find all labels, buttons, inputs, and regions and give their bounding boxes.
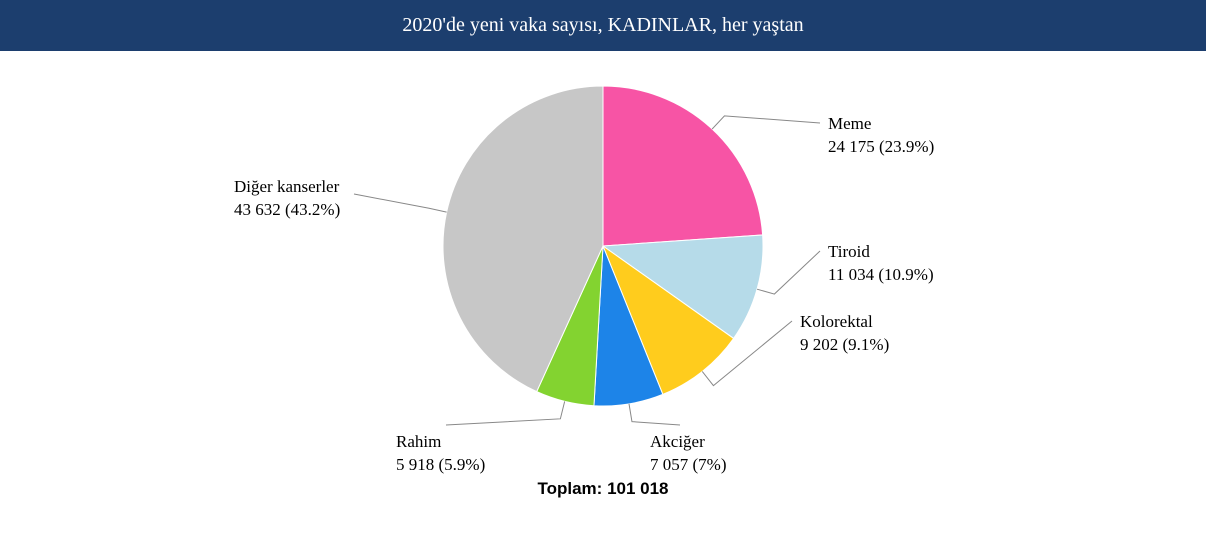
pie-svg	[443, 86, 763, 406]
pie-slice	[603, 86, 763, 246]
pie-label-name: Tiroid	[828, 241, 934, 264]
pie-label-value: 11 034 (10.9%)	[828, 264, 934, 287]
pie-label-value: 5 918 (5.9%)	[396, 454, 485, 477]
pie-label: Akciğer7 057 (7%)	[650, 431, 726, 477]
pie-label: Meme24 175 (23.9%)	[828, 113, 934, 159]
pie-label: Kolorektal9 202 (9.1%)	[800, 311, 889, 357]
pie-label-value: 7 057 (7%)	[650, 454, 726, 477]
pie-label-name: Akciğer	[650, 431, 726, 454]
leader-line	[757, 251, 820, 294]
chart-title: 2020'de yeni vaka sayısı, KADINLAR, her …	[402, 14, 803, 36]
pie-label: Rahim5 918 (5.9%)	[396, 431, 485, 477]
pie-label-name: Meme	[828, 113, 934, 136]
pie-label-value: 9 202 (9.1%)	[800, 334, 889, 357]
pie-label-value: 43 632 (43.2%)	[234, 199, 340, 222]
chart-total: Toplam: 101 018	[0, 479, 1206, 499]
pie-label-name: Kolorektal	[800, 311, 889, 334]
pie-chart: Meme24 175 (23.9%) Tiroid11 034 (10.9%) Ko…	[0, 51, 1206, 511]
pie-label-value: 24 175 (23.9%)	[828, 136, 934, 159]
pie-label: Tiroid11 034 (10.9%)	[828, 241, 934, 287]
total-label: Toplam:	[537, 479, 602, 498]
total-value: 101 018	[607, 479, 668, 498]
pie-wrap	[443, 86, 763, 411]
leader-line	[354, 194, 447, 212]
pie-label-name: Diğer kanserler	[234, 176, 340, 199]
chart-header: 2020'de yeni vaka sayısı, KADINLAR, her …	[0, 0, 1206, 51]
pie-label-name: Rahim	[396, 431, 485, 454]
pie-label: Diğer kanserler43 632 (43.2%)	[234, 176, 340, 222]
